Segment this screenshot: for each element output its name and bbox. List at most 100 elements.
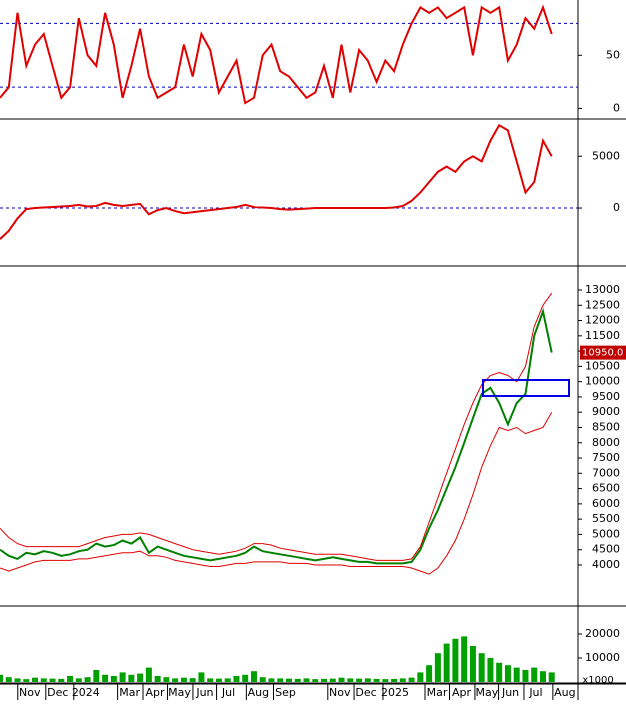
y-tick-label: 9500 [592,390,620,403]
y-tick-label: 12500 [585,298,620,311]
volume-bar [391,678,398,682]
volume-bar [128,674,135,682]
series-line [0,4,553,105]
y-tick-label: 7500 [592,451,620,464]
volume-bar [259,677,266,682]
volume-bar [417,672,424,682]
volume-bar [40,678,47,682]
volume-bar [189,678,196,682]
volume-bar [539,671,546,682]
x-tick-label: May [476,686,499,699]
volume-bar [373,678,380,682]
volume-bar [215,678,222,682]
volume-bar [5,677,12,682]
last-price-label: 10950.0 [582,348,623,359]
volume-bar [67,676,74,682]
volume-bar [207,678,214,682]
volume-bar [504,665,511,682]
y-tick-label: 4000 [592,558,620,571]
volume-bar [303,678,310,682]
volume-bar [75,678,82,682]
volume-bar [145,667,152,682]
volume-bar [0,674,3,682]
volume-bar [84,677,91,682]
volume-bar [452,638,459,682]
volume-bar [469,646,476,682]
y-tick-label: 5000 [592,527,620,540]
y-tick-label: 12000 [585,314,620,327]
volume-bar [356,678,363,682]
x-tick-label: Sep [275,686,296,699]
x-tick-label: Jul [528,686,542,699]
x-tick-label: May [168,686,191,699]
last-price: 10950.0 [580,345,626,360]
series-line [0,292,553,561]
volume-bar [434,653,441,682]
volume-bar [426,665,433,682]
x-tick-label: Dec [355,686,376,699]
volume-bar [102,674,109,682]
volume-bar [496,662,503,682]
highlight-box [482,379,570,397]
series-line [0,411,553,575]
y-tick-label: 10500 [585,359,620,372]
volume-bar [513,667,520,682]
x-tick-label: Dec [47,686,68,699]
volume-bar [364,678,371,682]
y-tick-label: 50 [606,48,620,61]
volume-bar [14,678,21,682]
volume-bar [294,678,301,682]
x-tick-label: Mar [427,686,448,699]
volume-bar [548,672,555,682]
volume-bar [180,677,187,682]
x-tick-label: 2025 [381,686,409,699]
x-tick-label: Apr [452,686,472,699]
volume-bar [277,678,284,682]
y-tick-label: 11500 [585,329,620,342]
y-tick-label: 0 [613,101,620,114]
volume-bar [119,672,126,682]
volume-bar [250,671,257,682]
volume-bar [154,676,161,682]
volume-bar [32,677,39,682]
volume-bar [338,677,345,682]
x-tick-label: Apr [145,686,165,699]
x-tick-label: Jun [195,686,213,699]
volume-bar [461,636,468,682]
volume-bar [224,678,231,682]
y-tick-label: 9000 [592,405,620,418]
volume-bar [49,678,56,682]
volume-bar [478,653,485,682]
y-tick-label: 6500 [592,482,620,495]
volume-bar [347,678,354,682]
volume-bar [233,676,240,682]
volume-bar [312,679,319,682]
volume-bar [408,677,415,682]
x-tick-label: Mar [119,686,140,699]
x-tick-label: 2024 [72,686,100,699]
volume-bar [329,678,336,682]
volume-bar [58,678,65,682]
volume-bar [321,678,328,682]
volume-bar [382,679,389,682]
y-tick-label: 8000 [592,436,620,449]
x-tick-label: Jul [221,686,235,699]
volume-bar [268,678,275,682]
y-tick-label: 7000 [592,466,620,479]
volume-bar [23,679,30,682]
last-price-box [580,345,626,360]
y-tick-label: 4500 [592,543,620,556]
volume-bar [137,673,144,682]
volume-bar [487,658,494,682]
volume-bar [531,667,538,682]
y-tick-label: 20000 [585,627,620,640]
volume-bar [163,677,170,682]
x-tick-label: Jun [501,686,519,699]
unit-label: x1000 [582,675,613,686]
y-tick-label: 5500 [592,512,620,525]
volume-bar [198,672,205,682]
volume-bar [172,678,179,682]
y-tick-label: 0 [613,201,620,214]
volume-bar [93,670,100,682]
